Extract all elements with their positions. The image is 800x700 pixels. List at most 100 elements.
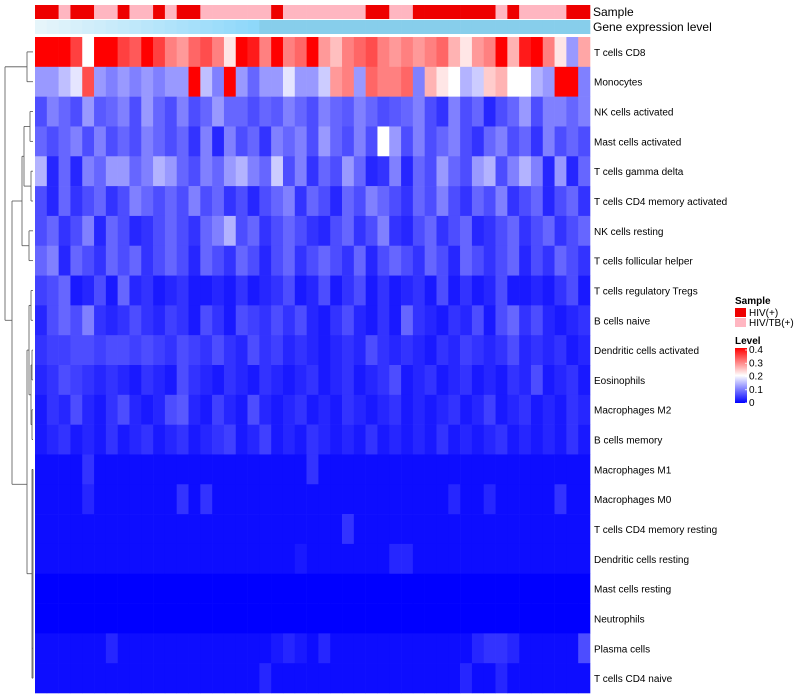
heatmap-cell bbox=[129, 186, 142, 217]
heatmap-cell bbox=[530, 484, 544, 515]
heatmap-cell bbox=[519, 484, 532, 515]
heatmap-cell bbox=[424, 305, 437, 336]
row-label: T cells regulatory Tregs bbox=[594, 286, 698, 297]
heatmap-cell bbox=[129, 66, 142, 97]
heatmap-cell bbox=[164, 514, 178, 545]
heatmap-cell bbox=[436, 484, 449, 515]
heatmap-cell bbox=[223, 37, 237, 68]
heatmap-cell bbox=[94, 633, 107, 664]
expression-annotation-cell bbox=[129, 20, 142, 34]
sample-annotation-cell bbox=[389, 5, 402, 19]
heatmap-cell bbox=[330, 156, 343, 187]
heatmap-cell bbox=[330, 215, 343, 247]
heatmap-cell bbox=[389, 66, 402, 97]
sample-annotation-cell bbox=[188, 5, 201, 19]
heatmap-cell bbox=[483, 96, 496, 127]
heatmap-cell bbox=[318, 603, 331, 634]
heatmap-cell bbox=[294, 245, 307, 276]
heatmap-cell bbox=[566, 633, 579, 664]
heatmap-cell bbox=[566, 66, 579, 97]
heatmap-cell bbox=[542, 156, 555, 187]
heatmap-cell bbox=[200, 424, 213, 455]
heatmap-cell bbox=[519, 394, 532, 425]
heatmap-cell bbox=[46, 186, 59, 217]
heatmap-cell bbox=[129, 424, 142, 455]
heatmap-cell bbox=[153, 603, 166, 634]
heatmap-cell bbox=[424, 603, 437, 634]
heatmap-cell bbox=[70, 633, 83, 664]
heatmap-cell bbox=[117, 96, 130, 127]
heatmap-cell bbox=[389, 96, 402, 127]
heatmap-cell bbox=[247, 424, 260, 455]
heatmap-cell bbox=[401, 603, 414, 634]
heatmap-cell bbox=[70, 573, 83, 604]
heatmap-cell bbox=[353, 96, 366, 127]
heatmap-cell bbox=[330, 126, 343, 157]
heatmap-cell bbox=[365, 484, 378, 515]
expression-annotation-cell bbox=[46, 20, 59, 34]
heatmap-cell bbox=[82, 37, 95, 68]
heatmap-cell bbox=[471, 186, 485, 217]
heatmap-cell bbox=[330, 275, 343, 306]
heatmap-cell bbox=[35, 424, 48, 455]
heatmap-cell bbox=[200, 365, 213, 396]
heatmap-cell bbox=[117, 335, 130, 366]
expression-annotation-cell bbox=[377, 20, 390, 34]
heatmap-cell bbox=[235, 275, 248, 306]
heatmap-cell bbox=[117, 365, 130, 396]
heatmap-cell bbox=[70, 215, 83, 247]
heatmap-cell bbox=[141, 335, 154, 366]
heatmap-cell bbox=[412, 305, 425, 336]
heatmap-cell bbox=[282, 394, 296, 425]
heatmap-cell bbox=[58, 215, 71, 247]
heatmap-cell bbox=[507, 186, 520, 217]
heatmap-cell bbox=[436, 663, 449, 694]
heatmap-cell bbox=[35, 275, 48, 306]
heatmap-cell bbox=[377, 275, 390, 306]
heatmap-cell bbox=[153, 37, 166, 68]
heatmap-cell bbox=[117, 514, 130, 545]
heatmap-cell bbox=[578, 66, 591, 97]
expression-annotation-cell bbox=[259, 20, 272, 34]
heatmap-cell bbox=[294, 37, 307, 68]
heatmap-cell bbox=[58, 335, 71, 366]
heatmap-cell bbox=[58, 663, 71, 694]
heatmap-cell bbox=[282, 37, 296, 68]
heatmap-cell bbox=[424, 275, 437, 306]
heatmap-cell bbox=[247, 484, 260, 515]
heatmap-cell bbox=[566, 275, 579, 306]
row-label: T cells CD8 bbox=[594, 48, 646, 59]
heatmap-cell bbox=[259, 186, 272, 217]
heatmap-cell bbox=[94, 275, 107, 306]
heatmap-cell bbox=[259, 603, 272, 634]
heatmap-cell bbox=[247, 305, 260, 336]
heatmap-cell bbox=[542, 126, 555, 157]
heatmap-cell bbox=[141, 603, 154, 634]
row-label: NK cells activated bbox=[594, 108, 673, 119]
heatmap-cell bbox=[566, 245, 579, 276]
row-label: T cells gamma delta bbox=[594, 167, 684, 178]
heatmap-cell bbox=[306, 186, 319, 217]
heatmap-cell bbox=[342, 394, 355, 425]
level-legend-tick-label: 0.1 bbox=[749, 385, 763, 396]
heatmap-cell bbox=[353, 633, 366, 664]
heatmap-cell bbox=[247, 335, 260, 366]
heatmap-cell bbox=[566, 156, 579, 187]
heatmap-cell bbox=[235, 573, 248, 604]
heatmap-cell bbox=[436, 37, 449, 68]
heatmap-cell bbox=[401, 484, 414, 515]
expression-annotation-cell bbox=[495, 20, 508, 34]
expression-annotation-cell bbox=[235, 20, 248, 34]
heatmap-cell bbox=[153, 365, 166, 396]
heatmap-cell bbox=[460, 603, 473, 634]
heatmap-cell bbox=[377, 245, 390, 276]
heatmap-cell bbox=[530, 126, 544, 157]
heatmap-cell bbox=[94, 305, 107, 336]
heatmap-cell bbox=[46, 394, 59, 425]
heatmap-cell bbox=[200, 663, 213, 694]
heatmap-cell bbox=[94, 37, 107, 68]
heatmap-cell bbox=[223, 663, 237, 694]
heatmap-cell bbox=[471, 454, 485, 485]
heatmap-cell bbox=[436, 96, 449, 127]
heatmap-cell bbox=[200, 514, 213, 545]
